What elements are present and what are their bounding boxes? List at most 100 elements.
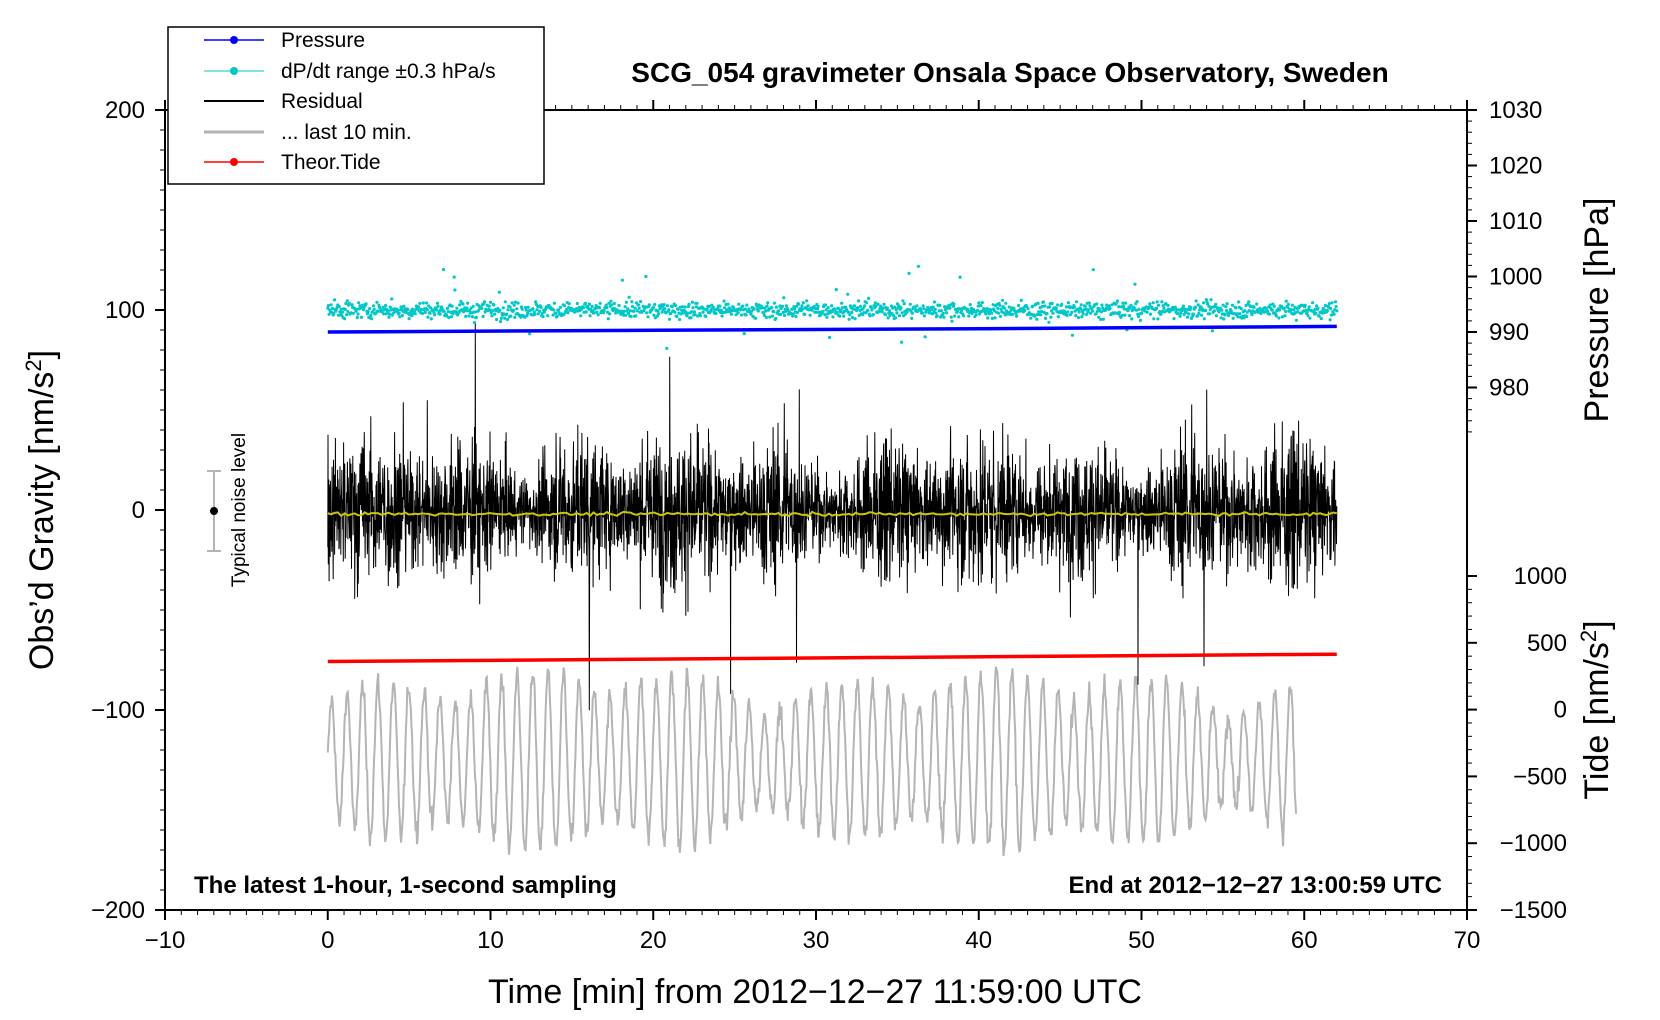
dpdt-point	[707, 304, 711, 309]
dpdt-point	[1060, 302, 1064, 306]
dpdt-point	[642, 309, 646, 313]
dpdt-point	[523, 305, 528, 310]
dpdt-point	[752, 307, 756, 311]
dpdt-point	[458, 303, 462, 307]
dpdt-point	[1207, 304, 1211, 308]
dpdt-point	[1066, 301, 1070, 305]
dpdt-point	[901, 299, 905, 303]
dpdt-point	[515, 307, 519, 311]
dpdt-point	[1180, 309, 1184, 313]
legend-label: Pressure	[281, 29, 365, 52]
dpdt-point	[406, 307, 410, 312]
dpdt-point	[452, 275, 456, 279]
dpdt-point	[834, 288, 838, 292]
dpdt-point	[921, 304, 925, 308]
dpdt-point	[562, 304, 567, 308]
dpdt-point	[1255, 302, 1259, 306]
dpdt-point	[535, 308, 539, 312]
dpdt-point	[1023, 309, 1027, 313]
dpdt-point	[367, 307, 372, 311]
dpdt-point	[782, 313, 787, 317]
dpdt-point	[1079, 303, 1083, 307]
dpdt-point	[1037, 310, 1041, 314]
dpdt-point	[680, 308, 684, 312]
dpdt-point	[449, 315, 454, 319]
dpdt-point	[1148, 312, 1153, 316]
dpdt-point	[337, 304, 341, 309]
dpdt-point	[1136, 314, 1140, 319]
dpdt-point	[1234, 306, 1238, 310]
dpdt-point	[782, 296, 786, 300]
dpdt-point	[1048, 305, 1052, 309]
dpdt-point	[338, 310, 342, 314]
legend-label: Residual	[281, 90, 363, 113]
dpdt-point	[1210, 329, 1214, 333]
y-axis-left-label: Obs’d Gravity [nm/s2]	[21, 350, 61, 670]
dpdt-point	[1019, 298, 1023, 302]
dpdt-point	[1134, 308, 1138, 312]
dpdt-point	[766, 301, 770, 305]
dpdt-point	[801, 301, 805, 305]
dpdt-point	[916, 264, 921, 268]
dpdt-point	[838, 314, 842, 318]
dpdt-point	[762, 313, 766, 317]
dpdt-point	[1101, 317, 1105, 321]
dpdt-point	[501, 306, 505, 310]
dpdt-point	[1045, 311, 1049, 316]
dpdt-point	[665, 304, 670, 308]
dpdt-point	[646, 315, 650, 319]
dpdt-point	[539, 305, 543, 309]
dpdt-point	[1087, 301, 1091, 305]
dpdt-point	[488, 300, 493, 304]
dpdt-point	[499, 316, 503, 320]
dpdt-point	[441, 267, 446, 272]
dpdt-point	[856, 299, 861, 303]
dpdt-point	[359, 315, 363, 319]
dpdt-point	[691, 306, 695, 310]
dpdt-point	[941, 311, 945, 315]
dpdt-point	[690, 310, 694, 314]
dpdt-point	[1031, 304, 1035, 308]
dpdt-point	[466, 301, 470, 305]
dpdt-point	[714, 311, 718, 315]
x-tick-label: 20	[640, 927, 667, 954]
dpdt-point	[891, 313, 896, 317]
dpdt-point	[531, 307, 535, 311]
dpdt-point	[584, 310, 588, 314]
dpdt-point	[693, 313, 697, 317]
dpdt-point	[1200, 313, 1204, 317]
dpdt-point	[1315, 304, 1319, 308]
dpdt-point	[438, 312, 442, 316]
dpdt-point	[1029, 316, 1033, 320]
dpdt-point	[1221, 303, 1225, 307]
dpdt-point	[806, 304, 810, 308]
dpdt-point	[1068, 313, 1072, 317]
dpdt-point	[345, 299, 349, 303]
dpdt-point	[1047, 320, 1051, 324]
dpdt-point	[1114, 301, 1118, 306]
dpdt-point	[1290, 303, 1294, 307]
dpdt-point	[1039, 309, 1044, 314]
dpdt-point	[626, 307, 630, 311]
dpdt-point	[825, 315, 829, 319]
x-axis-label: Time [min] from 2012−12−27 11:59:00 UTC	[488, 973, 1142, 1011]
dpdt-point	[754, 316, 758, 320]
dpdt-point	[1303, 303, 1307, 307]
dpdt-point	[1286, 302, 1290, 306]
x-tick-label: 10	[477, 927, 504, 954]
dpdt-point	[565, 307, 569, 312]
dpdt-point	[871, 313, 875, 317]
dpdt-point	[1156, 317, 1160, 321]
dpdt-point	[764, 315, 769, 320]
dpdt-point	[1039, 313, 1043, 317]
dpdt-point	[920, 311, 925, 315]
legend-dot	[230, 36, 238, 44]
dpdt-point	[357, 301, 361, 305]
dpdt-point	[520, 307, 524, 311]
dpdt-point	[858, 304, 863, 308]
dpdt-point	[993, 316, 997, 320]
dpdt-point	[1130, 317, 1134, 321]
dpdt-point	[846, 292, 850, 296]
dpdt-point	[377, 305, 382, 309]
dpdt-point	[503, 316, 507, 320]
